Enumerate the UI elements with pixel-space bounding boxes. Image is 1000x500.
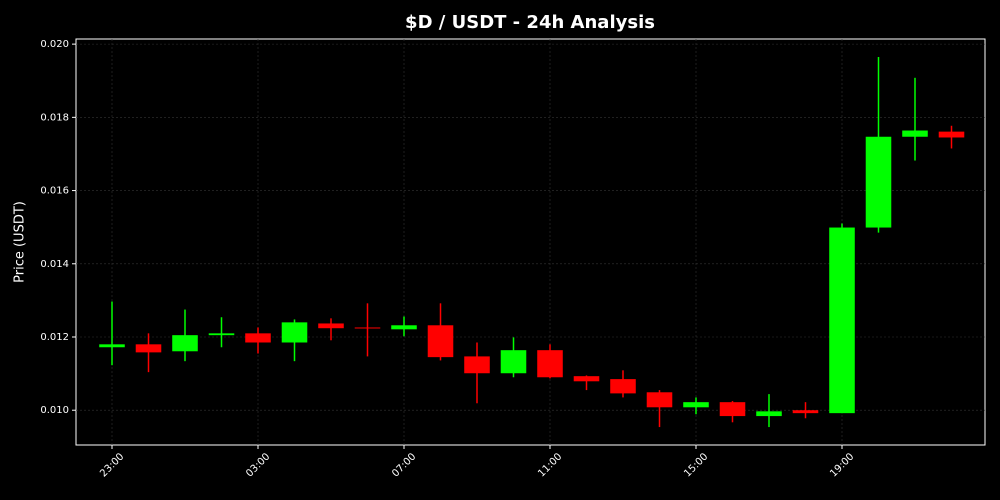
candle-body	[464, 356, 490, 374]
x-tick-label: 11:00	[536, 451, 564, 479]
y-axis-label: Price (USDT)	[13, 201, 28, 283]
y-tick-label: 0.010	[40, 405, 69, 416]
candle-body	[245, 333, 271, 343]
candle-body	[354, 327, 381, 329]
candle-body	[792, 410, 819, 414]
y-tick-label: 0.016	[40, 186, 69, 197]
candle-body	[573, 376, 600, 382]
candle-body	[646, 392, 673, 408]
candle-body	[938, 131, 965, 138]
candle-body	[391, 325, 417, 330]
candle-body	[865, 136, 892, 228]
candle-body	[683, 402, 709, 408]
candle-body	[537, 350, 563, 378]
x-tick-label: 07:00	[390, 451, 418, 479]
x-tick-label: 19:00	[828, 451, 856, 479]
y-tick-label: 0.018	[40, 112, 69, 123]
candle-body	[208, 333, 235, 336]
x-tick-label: 03:00	[244, 451, 272, 479]
x-tick-label: 23:00	[98, 451, 126, 479]
candle-body	[172, 335, 198, 352]
y-tick-label: 0.014	[40, 259, 69, 270]
y-tick-label: 0.012	[40, 332, 69, 343]
chart-title: $D / USDT - 24h Analysis	[405, 12, 655, 33]
candle-body	[135, 344, 162, 353]
candle-body	[756, 411, 782, 417]
candle-body	[829, 227, 855, 414]
candle-body	[500, 350, 527, 374]
candle-body	[902, 130, 928, 137]
x-tick-label: 15:00	[682, 451, 710, 479]
candle-body	[427, 325, 454, 358]
y-tick-label: 0.020	[40, 39, 69, 50]
candle-body	[281, 322, 308, 343]
plot-frame	[75, 38, 986, 446]
candle-body	[610, 379, 636, 394]
candle-body	[99, 344, 125, 348]
candle-body	[318, 323, 344, 329]
candle-body	[719, 402, 746, 417]
